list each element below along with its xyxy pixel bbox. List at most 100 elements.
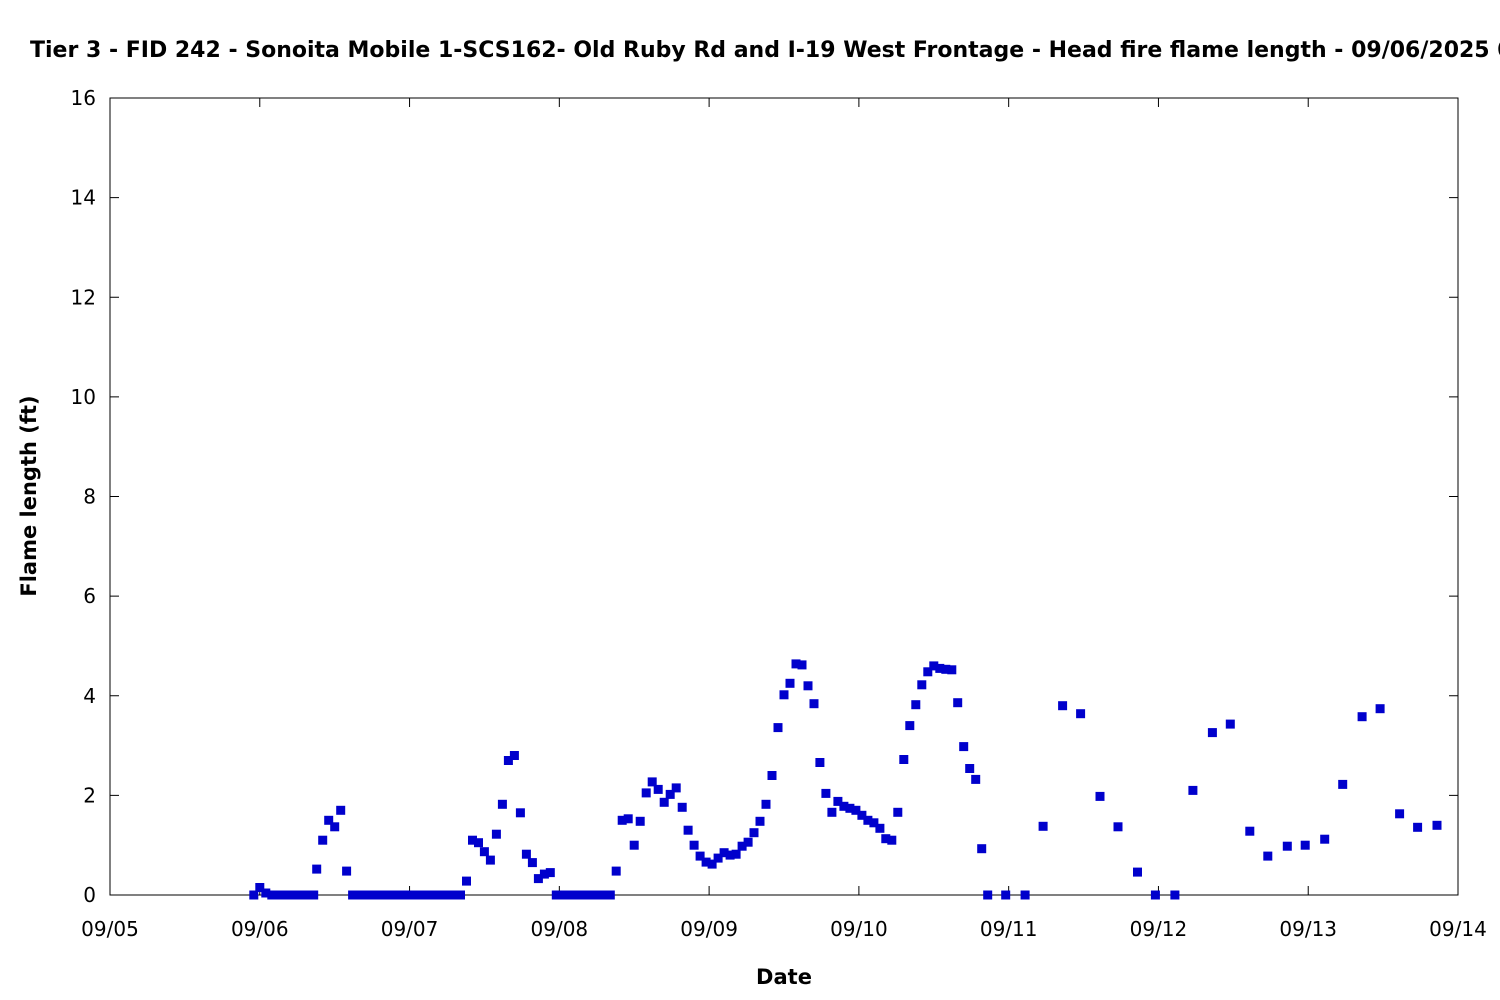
data-point	[953, 698, 963, 708]
data-point	[261, 888, 271, 898]
data-point	[827, 807, 837, 817]
data-point	[791, 659, 801, 669]
data-point	[593, 890, 603, 900]
data-point	[851, 805, 861, 815]
data-point	[977, 844, 987, 854]
data-point	[683, 825, 693, 835]
data-point	[929, 661, 939, 671]
data-point	[749, 828, 759, 838]
data-point	[959, 742, 969, 752]
data-point	[857, 810, 867, 820]
data-point	[297, 890, 307, 900]
data-point	[899, 755, 909, 764]
data-point	[803, 681, 813, 691]
data-point	[659, 797, 669, 807]
data-point	[1150, 890, 1160, 900]
data-point	[1170, 890, 1180, 900]
data-point	[689, 840, 699, 850]
data-point	[503, 756, 513, 765]
y-tick-label: 8	[83, 485, 96, 509]
x-tick-label: 09/05	[81, 917, 139, 941]
data-point	[1300, 840, 1310, 850]
data-point	[1001, 890, 1011, 900]
data-point	[713, 853, 723, 863]
data-point	[1320, 834, 1330, 844]
data-point	[599, 890, 609, 900]
x-tick-label: 09/10	[830, 917, 888, 941]
data-point	[360, 890, 370, 900]
data-point	[761, 799, 771, 809]
data-point	[336, 805, 346, 815]
data-point	[551, 890, 561, 900]
data-point	[450, 890, 459, 900]
data-point	[575, 890, 585, 900]
data-point	[881, 834, 891, 844]
data-point	[1413, 822, 1423, 832]
y-axis: 0 2 4 6 8 10 12 14 16	[71, 86, 1458, 907]
data-point	[515, 808, 525, 818]
y-tick-label: 4	[83, 684, 96, 708]
data-point	[438, 890, 447, 900]
data-point	[330, 822, 340, 832]
data-point	[497, 799, 507, 809]
data-point	[839, 801, 849, 811]
data-point	[249, 890, 259, 900]
data-point	[1263, 851, 1273, 861]
data-point	[432, 890, 441, 900]
data-point	[785, 678, 795, 688]
data-point	[635, 816, 645, 826]
data-point	[755, 816, 765, 826]
data-point	[1058, 701, 1068, 711]
data-point	[569, 890, 579, 900]
data-point	[833, 796, 843, 806]
data-point	[545, 868, 555, 878]
data-point	[845, 803, 855, 813]
data-point	[1076, 709, 1086, 719]
data-point	[1282, 841, 1292, 851]
data-point	[309, 890, 319, 900]
data-point	[533, 874, 543, 884]
data-point	[342, 866, 352, 876]
data-point	[273, 890, 283, 900]
chart-title: Tier 3 - FID 242 - Sonoita Mobile 1-SCS1…	[30, 38, 1500, 63]
data-point	[629, 840, 639, 850]
data-point	[941, 664, 951, 674]
data-point	[479, 847, 489, 857]
data-point	[779, 690, 789, 700]
y-tick-label: 16	[71, 86, 96, 110]
data-point	[695, 851, 705, 861]
data-point	[581, 890, 591, 900]
y-tick-label: 6	[83, 584, 96, 608]
data-point	[318, 835, 328, 845]
x-tick-label: 09/09	[680, 917, 738, 941]
data-point	[911, 700, 921, 710]
data-point	[1338, 779, 1348, 789]
y-tick-label: 10	[71, 385, 96, 409]
data-point	[285, 890, 295, 900]
data-point	[923, 667, 933, 677]
data-point	[396, 890, 406, 900]
data-point	[1225, 719, 1235, 729]
y-tick-label: 0	[83, 883, 96, 907]
data-point	[887, 835, 897, 845]
data-point	[965, 764, 975, 773]
data-point	[485, 855, 495, 865]
data-point	[605, 890, 615, 900]
data-point	[468, 835, 477, 845]
data-points	[249, 659, 1442, 900]
data-point	[509, 751, 519, 760]
data-point	[611, 866, 621, 876]
data-point	[617, 815, 627, 825]
data-point	[491, 829, 501, 839]
data-point	[875, 823, 885, 833]
data-point	[456, 890, 465, 900]
x-tick-label: 09/14	[1429, 917, 1487, 941]
data-point	[354, 890, 364, 900]
data-point	[647, 777, 657, 787]
data-point	[420, 890, 429, 900]
data-point	[707, 859, 717, 869]
data-point	[725, 850, 735, 860]
data-point	[366, 890, 376, 900]
data-point	[743, 837, 753, 847]
data-point	[737, 841, 747, 851]
